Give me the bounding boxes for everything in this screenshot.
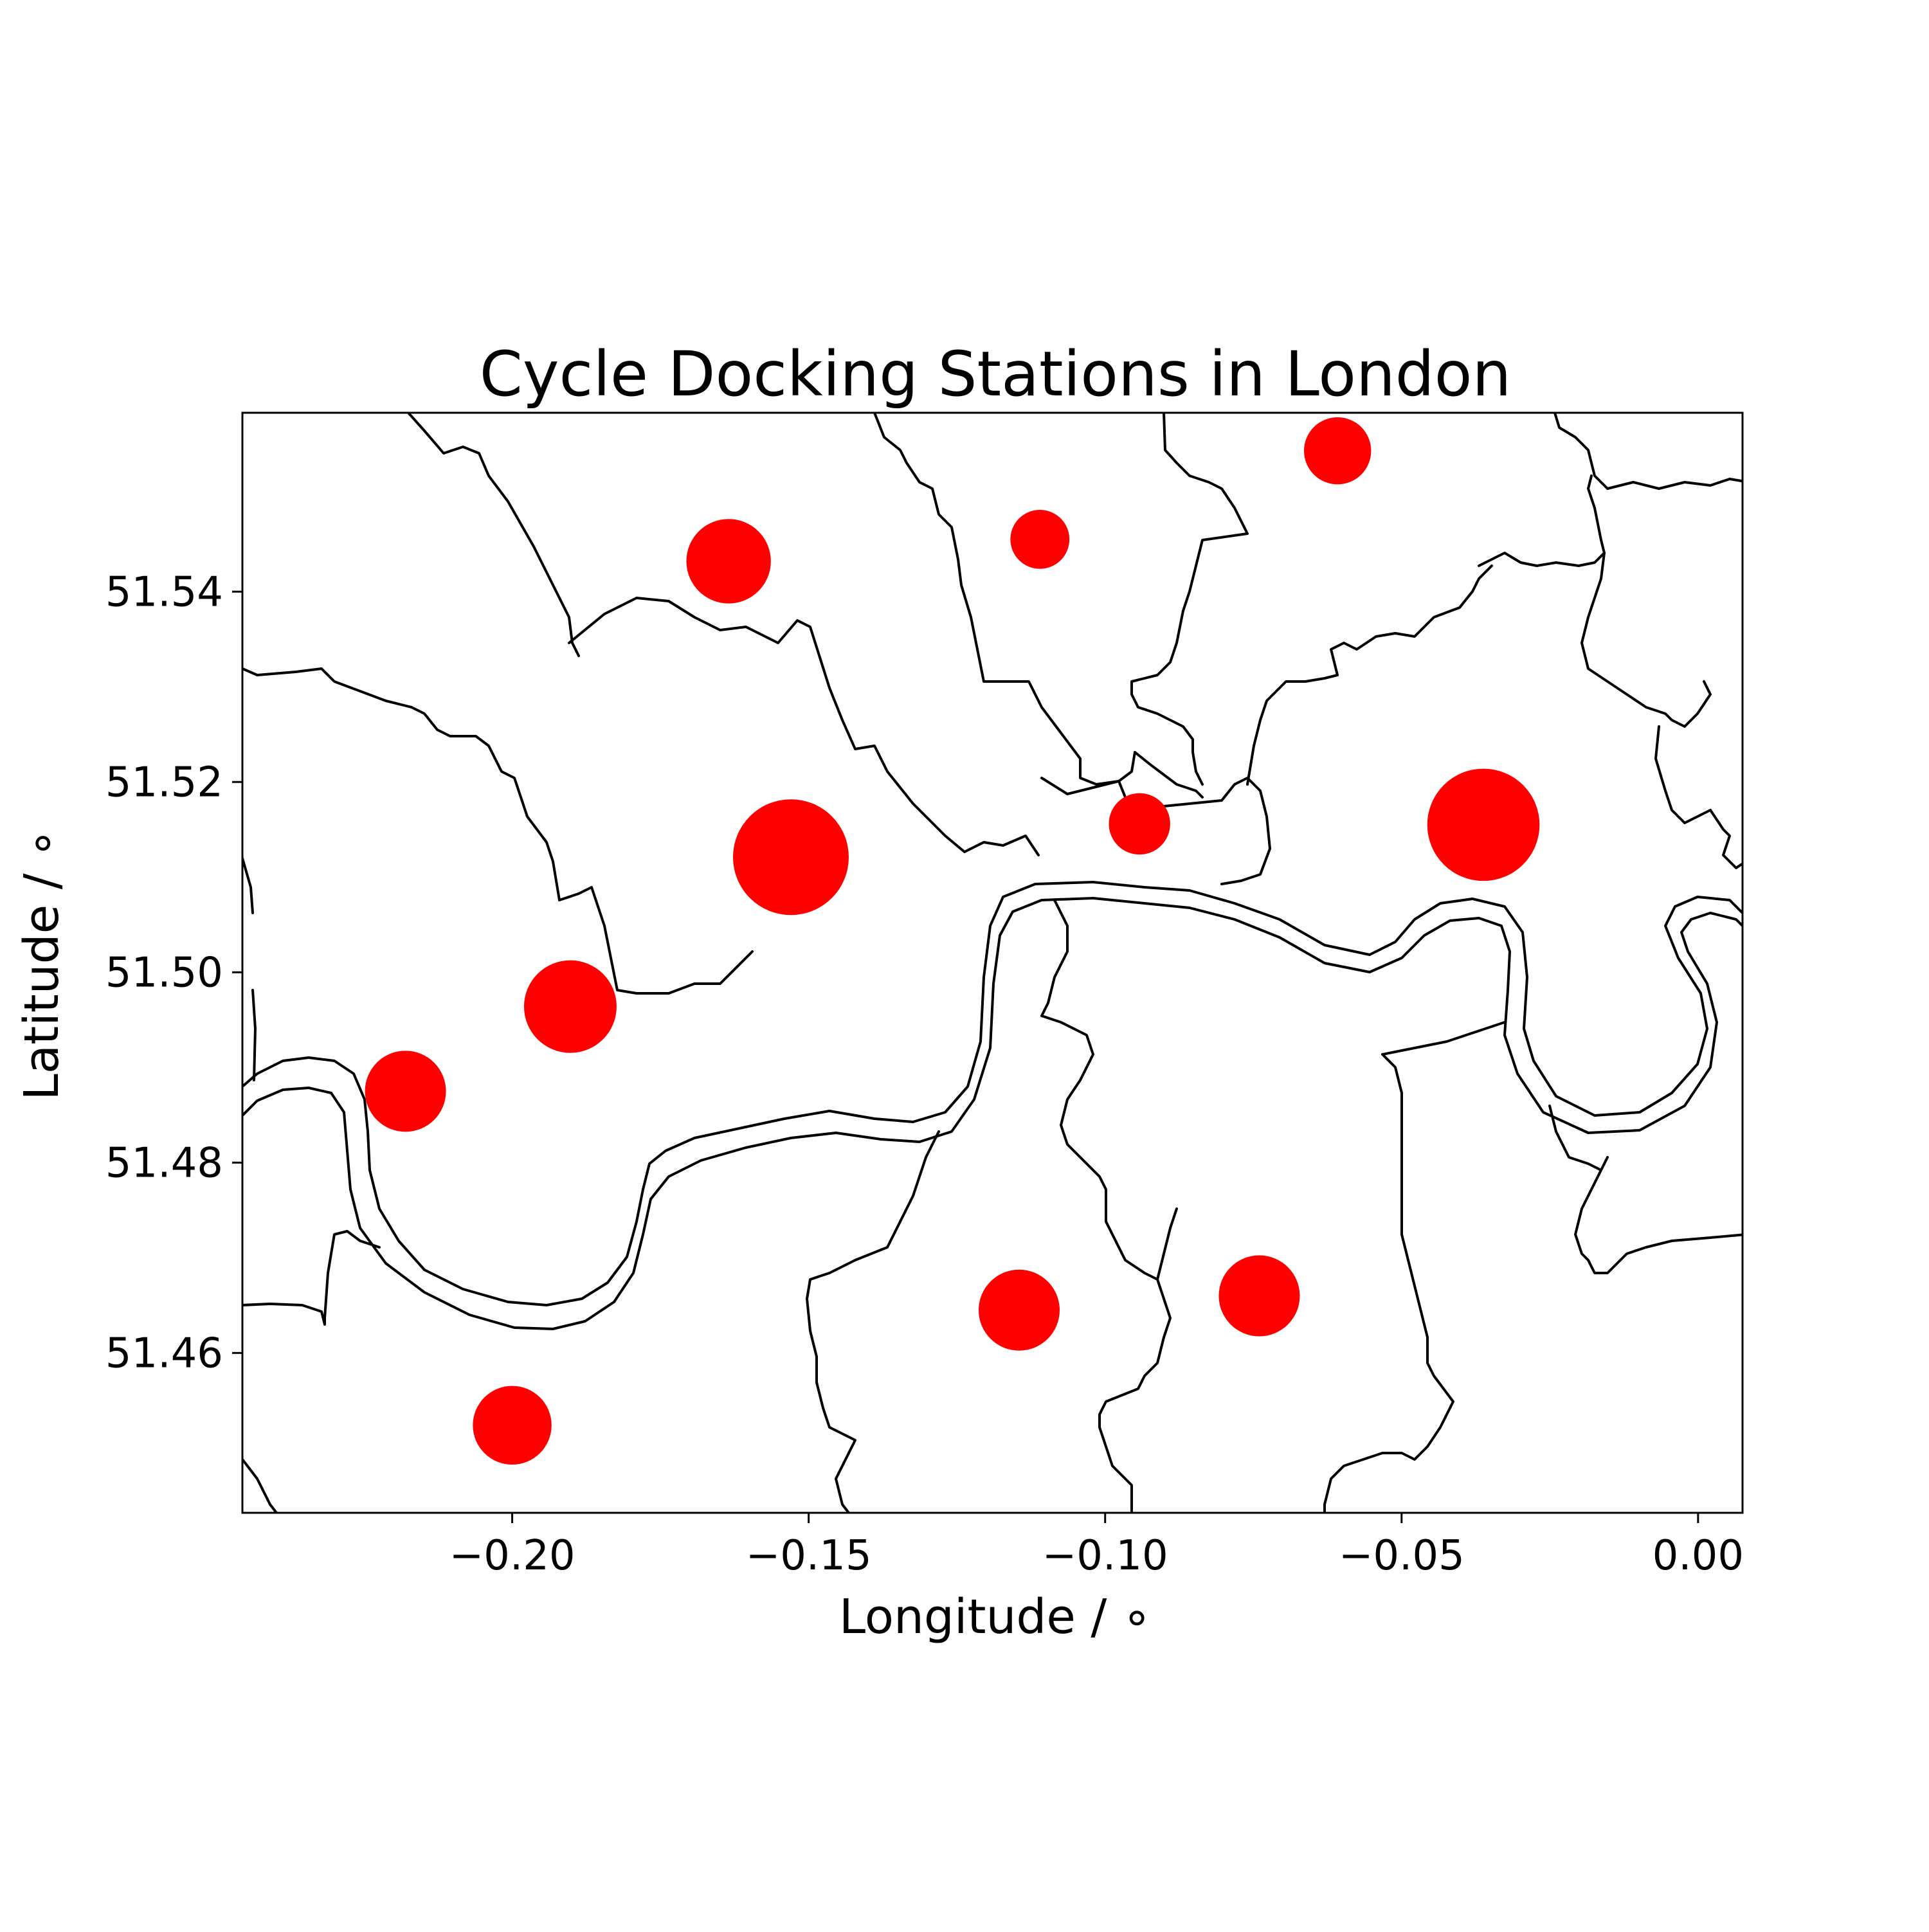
- borough-boundary: [1040, 899, 1172, 1512]
- x-tick-label: −0.15: [746, 1532, 872, 1580]
- borough-boundary: [1323, 1053, 1454, 1513]
- x-axis-label: Longitude / ∘: [839, 1589, 1152, 1645]
- y-axis-ticks: 51.46 51.48 51.50 51.52 51.54: [105, 568, 242, 1377]
- station-marker: [1303, 417, 1372, 485]
- x-tick-label: −0.10: [1042, 1532, 1168, 1580]
- borough-boundary: [407, 413, 580, 657]
- borough-boundary: [242, 667, 754, 995]
- borough-boundary: [1156, 1207, 1178, 1281]
- borough-boundary: [251, 989, 257, 1081]
- borough-boundary: [1553, 413, 1743, 490]
- x-axis-ticks: −0.20 −0.15 −0.10 −0.05 0.00: [449, 1513, 1744, 1580]
- y-tick-label: 51.46: [105, 1330, 223, 1377]
- borough-boundary: [1381, 1021, 1506, 1056]
- thames-south-bank: [242, 897, 1743, 1330]
- y-tick-label: 51.50: [105, 949, 223, 997]
- thames-north-bank: [242, 881, 1743, 1306]
- borough-boundary: [1246, 564, 1493, 786]
- station-marker: [1010, 509, 1070, 569]
- borough-boundary: [242, 1458, 278, 1513]
- borough-boundary: [873, 413, 1204, 799]
- borough-boundaries-map: [242, 413, 1743, 1513]
- station-marker: [978, 1269, 1060, 1351]
- station-marker: [1109, 793, 1170, 855]
- borough-boundary: [1548, 1105, 1743, 1274]
- plot-area-frame: [241, 411, 1744, 1514]
- borough-boundary: [568, 597, 1040, 856]
- y-tick-label: 51.48: [105, 1139, 223, 1187]
- borough-boundary: [242, 857, 254, 914]
- station-marker: [1427, 768, 1540, 881]
- borough-boundary: [1478, 474, 1606, 567]
- x-tick-label: −0.20: [449, 1532, 575, 1580]
- borough-boundary: [1580, 552, 1712, 728]
- y-axis-label: Latitude / ∘: [14, 829, 69, 1101]
- y-tick-label: 51.54: [105, 568, 223, 616]
- chart-title: Cycle Docking Stations in London: [480, 338, 1512, 410]
- station-marker: [365, 1051, 446, 1132]
- borough-boundary: [806, 1130, 940, 1513]
- borough-boundary: [1040, 777, 1271, 885]
- station-marker: [732, 799, 849, 916]
- borough-boundary: [1130, 413, 1249, 786]
- x-tick-label: −0.05: [1339, 1532, 1465, 1580]
- borough-boundary: [242, 1230, 381, 1326]
- y-tick-label: 51.52: [105, 759, 223, 806]
- station-marker: [1218, 1255, 1300, 1337]
- station-marker: [523, 960, 617, 1053]
- station-markers: [365, 417, 1540, 1465]
- station-marker: [686, 519, 771, 604]
- station-marker: [473, 1386, 552, 1465]
- borough-boundary: [1654, 725, 1743, 869]
- x-tick-label: 0.00: [1653, 1532, 1744, 1580]
